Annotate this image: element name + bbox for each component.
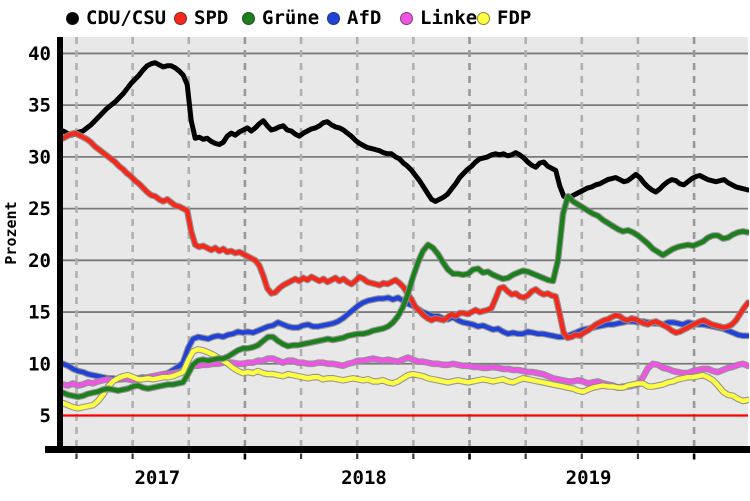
y-tick-label-10: 10 [28, 353, 51, 375]
spd-legend-dot-icon [174, 11, 187, 25]
series-line-gr-ne [62, 193, 749, 400]
y-tick-label-35: 35 [28, 95, 51, 117]
y-tick-label-20: 20 [28, 250, 51, 272]
x-tick-2017.25 [75, 453, 78, 459]
y-tick-label-5: 5 [40, 405, 51, 427]
series-group [62, 60, 749, 412]
legend-label-fdp: FDP [497, 7, 532, 29]
gr-ne-legend-dot-icon [242, 11, 255, 25]
x-tick-label-2017: 2017 [134, 467, 180, 489]
x-tick-2020 [692, 453, 696, 460]
afd-legend-dot-icon [327, 11, 340, 25]
legend-item-spd: SPD [174, 7, 228, 29]
y-axis [57, 37, 63, 453]
x-tick-2018.75 [412, 453, 415, 459]
legend-label-linke: Linke [420, 7, 478, 29]
x-tick-label-2019: 2019 [566, 467, 612, 489]
cdu-csu-legend-dot-icon [66, 11, 79, 25]
x-tick-2019.75 [636, 453, 640, 459]
x-tick-2018.25 [299, 453, 303, 459]
x-tick-2019.5 [580, 453, 583, 459]
series-gr-ne [62, 192, 749, 401]
x-tick-2018.5 [356, 453, 359, 459]
legend-label-spd: SPD [194, 7, 229, 29]
legend-label-gr-ne: Grüne [262, 7, 320, 29]
legend-item-cdu-csu: CDU/CSU [66, 7, 166, 29]
series-cdu-csu [62, 60, 749, 204]
legend-item-fdp: FDP [477, 7, 531, 29]
y-tick-label-15: 15 [28, 302, 51, 324]
legend-label-cdu-csu: CDU/CSU [86, 7, 167, 29]
y-tick-label-30: 30 [28, 146, 51, 168]
series-line-fdp [62, 347, 749, 411]
linke-legend-dot-icon [400, 11, 413, 25]
legend: CDU/CSU SPD Grüne AfD Linke FDP [0, 0, 750, 34]
x-axis [45, 446, 750, 453]
x-tick-2017.75 [187, 453, 190, 459]
legend-label-afd: AfD [347, 7, 382, 29]
series-line-cdu-csu [62, 60, 749, 204]
series-fdp [62, 345, 749, 412]
x-tick-2019 [468, 453, 471, 460]
x-tick-2019.25 [524, 453, 527, 459]
x-tick-2017.5 [131, 453, 134, 459]
x-tick-label-2018: 2018 [341, 467, 387, 489]
y-tick-label-25: 25 [28, 198, 51, 220]
y-axis-label: Prozent [2, 201, 20, 264]
legend-item-linke: Linke [400, 7, 477, 29]
legend-item-afd: AfD [327, 7, 381, 29]
x-tick-2018 [243, 453, 247, 460]
y-tick-label-40: 40 [28, 43, 51, 65]
fdp-legend-dot-icon [477, 11, 490, 25]
legend-item-gr-ne: Grüne [242, 7, 319, 29]
